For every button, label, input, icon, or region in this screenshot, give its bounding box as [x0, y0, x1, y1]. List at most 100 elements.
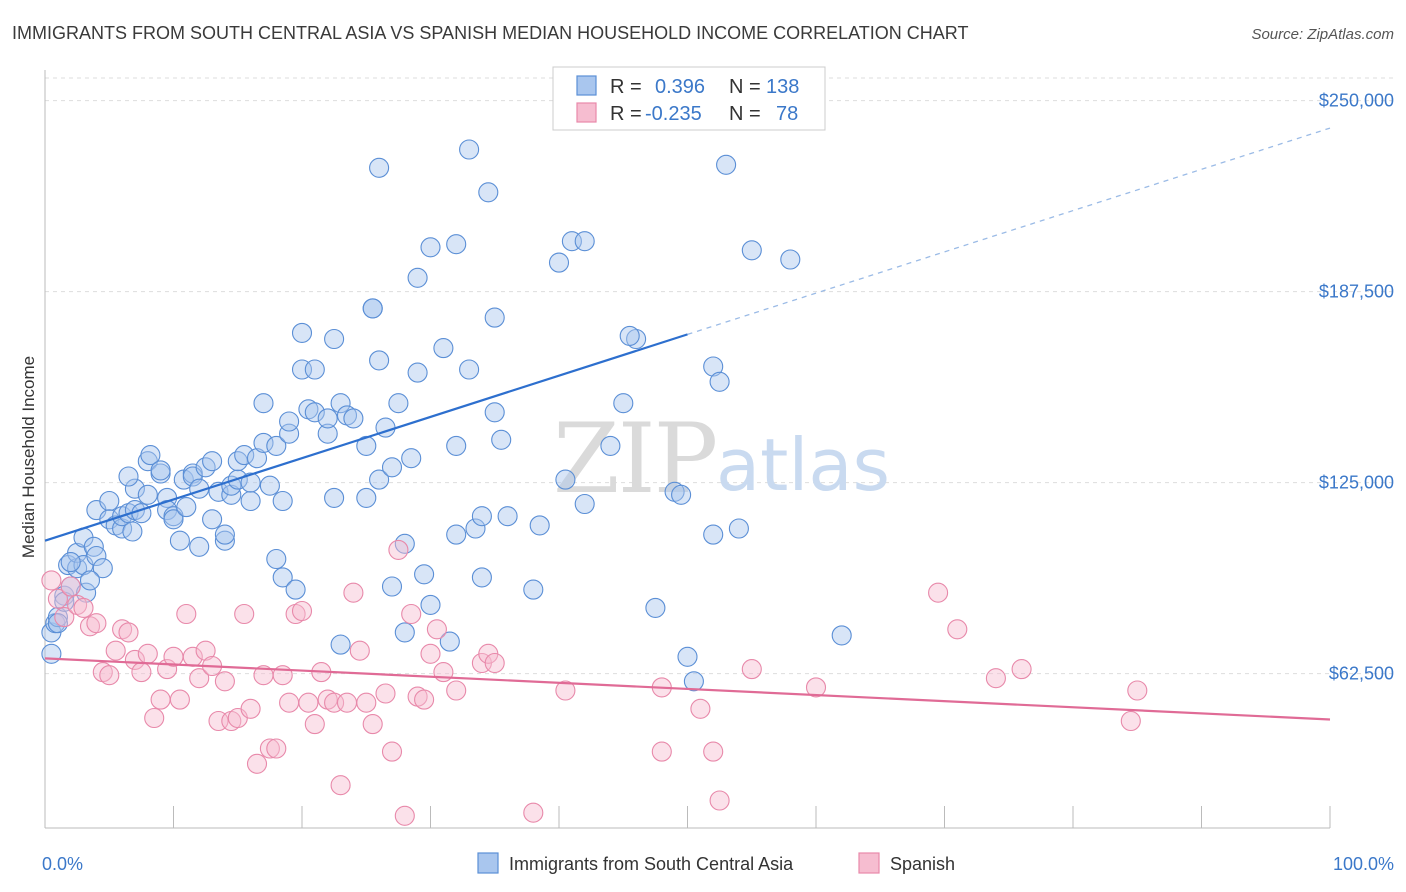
y-axis-title: Median Household Income — [19, 356, 38, 558]
point-s0-97 — [420, 594, 441, 615]
point-s0-71 — [304, 402, 325, 423]
point-s1-34 — [259, 738, 280, 759]
stats-legend-box — [552, 66, 826, 131]
point-s1-24 — [195, 640, 216, 661]
point-s0-124 — [645, 597, 666, 618]
point-s0-61 — [266, 435, 287, 456]
y-tick-labels: $62,500 $125,000 $187,500 $250,000 — [1319, 91, 1394, 684]
point-s1-10 — [105, 640, 126, 661]
point-s1-20 — [169, 689, 190, 710]
point-s0-112 — [497, 506, 518, 527]
point-s0-138 — [47, 613, 68, 634]
point-s0-88 — [381, 576, 403, 597]
point-s0-56 — [240, 472, 261, 493]
point-s0-140 — [79, 570, 101, 591]
point-s0-120 — [600, 435, 621, 456]
point-s0-0 — [41, 643, 62, 664]
point-s1-53 — [388, 539, 409, 560]
point-s1-41 — [304, 714, 325, 735]
point-s1-52 — [381, 741, 403, 762]
point-s1-48 — [349, 640, 370, 661]
point-s1-2 — [54, 607, 75, 628]
point-s0-30 — [140, 445, 161, 466]
stats-n-label-pink: N = — [729, 103, 761, 125]
point-s0-15 — [92, 558, 113, 579]
chart-title: IMMIGRANTS FROM SOUTH CENTRAL ASIA VS SP… — [12, 23, 968, 43]
point-s0-127 — [677, 646, 698, 667]
point-s1-31 — [240, 698, 261, 719]
point-s1-72 — [741, 659, 762, 680]
point-s0-46 — [202, 509, 223, 530]
point-s0-65 — [279, 423, 300, 444]
x-tick-label-min: 0.0% — [42, 854, 83, 874]
bottom-legend: Immigrants from South Central Asia Spani… — [477, 852, 955, 874]
point-s1-21 — [176, 603, 197, 625]
point-s0-17 — [99, 490, 120, 512]
point-s0-75 — [324, 487, 345, 508]
point-s1-60 — [433, 662, 454, 683]
point-s0-99 — [439, 631, 460, 652]
point-s0-45 — [202, 451, 223, 472]
y-tick-label-3: $250,000 — [1319, 91, 1394, 111]
point-s1-7 — [86, 613, 107, 634]
point-s0-85 — [369, 469, 390, 490]
point-s1-65 — [523, 802, 544, 823]
point-s0-136 — [716, 154, 737, 175]
legend-swatch-pink — [858, 852, 880, 874]
point-s0-96 — [420, 237, 441, 258]
watermark-atlas: atlas — [716, 423, 890, 507]
point-s0-105 — [465, 518, 486, 539]
point-s0-129 — [703, 524, 724, 545]
point-s0-109 — [484, 307, 505, 328]
point-s0-93 — [407, 362, 428, 383]
point-s0-60 — [259, 475, 280, 496]
point-s0-48 — [214, 530, 235, 551]
point-s0-3 — [47, 607, 68, 628]
point-s0-95 — [414, 564, 435, 585]
point-s1-1 — [47, 588, 68, 609]
point-s1-50 — [362, 714, 383, 735]
point-s1-35 — [266, 738, 287, 759]
point-s0-94 — [407, 267, 428, 288]
y-tick-label-2: $187,500 — [1319, 282, 1394, 302]
point-s0-116 — [555, 469, 576, 490]
point-s0-55 — [240, 490, 261, 512]
point-s0-134 — [780, 249, 801, 270]
point-s0-91 — [394, 533, 415, 554]
point-s0-44 — [195, 457, 216, 478]
point-s1-9 — [99, 665, 120, 686]
point-s0-128 — [683, 671, 704, 692]
point-s0-66 — [279, 411, 300, 432]
point-s0-92 — [401, 448, 422, 469]
point-s1-3 — [60, 576, 81, 597]
point-s0-106 — [471, 506, 492, 527]
point-s0-90 — [394, 622, 415, 643]
point-s0-32 — [150, 460, 171, 481]
point-s0-68 — [291, 322, 313, 343]
point-s1-12 — [118, 622, 139, 643]
trend-lines — [44, 127, 1331, 721]
point-s0-64 — [272, 490, 293, 512]
point-s0-73 — [317, 423, 338, 444]
point-s0-49 — [214, 524, 235, 545]
point-s1-76 — [985, 668, 1006, 689]
stats-r-value-pink: -0.235 — [645, 103, 702, 125]
point-s0-126 — [671, 484, 692, 505]
point-s0-84 — [369, 350, 390, 371]
point-s1-16 — [144, 707, 165, 729]
point-s0-101 — [446, 435, 467, 456]
point-s1-75 — [947, 619, 968, 640]
point-s0-72 — [304, 359, 325, 380]
point-s0-132 — [728, 518, 749, 539]
point-s1-17 — [150, 689, 171, 710]
point-s1-5 — [73, 597, 94, 618]
point-s1-59 — [426, 619, 447, 640]
point-s0-58 — [253, 432, 274, 453]
point-s0-57 — [246, 448, 268, 469]
point-s1-32 — [246, 753, 268, 774]
x-tick-label-max: 100.0% — [1333, 854, 1394, 874]
point-s1-23 — [189, 668, 210, 689]
point-s0-36 — [163, 509, 184, 530]
point-s1-45 — [330, 775, 351, 796]
